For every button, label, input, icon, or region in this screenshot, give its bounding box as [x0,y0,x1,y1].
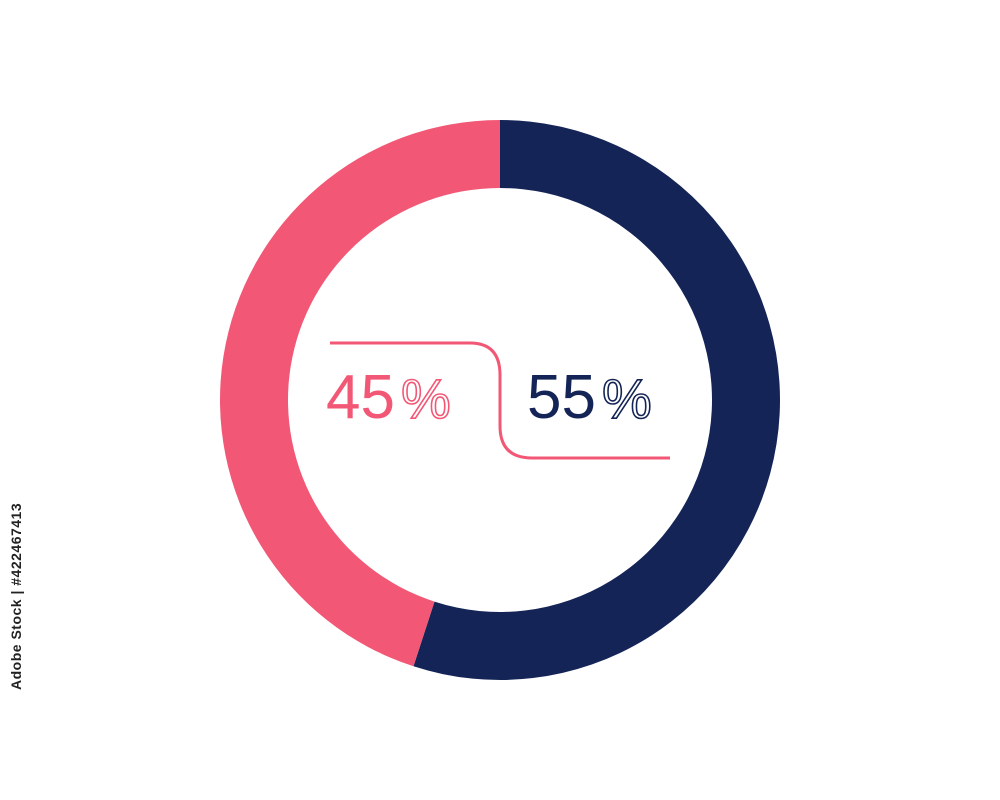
watermark: Adobe Stock | #422467413 [8,503,28,690]
donut-slice-45 [220,120,500,667]
label-55-percent: 55% [527,363,652,432]
label-45-percent: 45% [326,363,451,432]
watermark-text: Adobe Stock | #422467413 [8,502,24,690]
label-connector-line [330,341,670,460]
donut-slice-55 [413,120,780,680]
